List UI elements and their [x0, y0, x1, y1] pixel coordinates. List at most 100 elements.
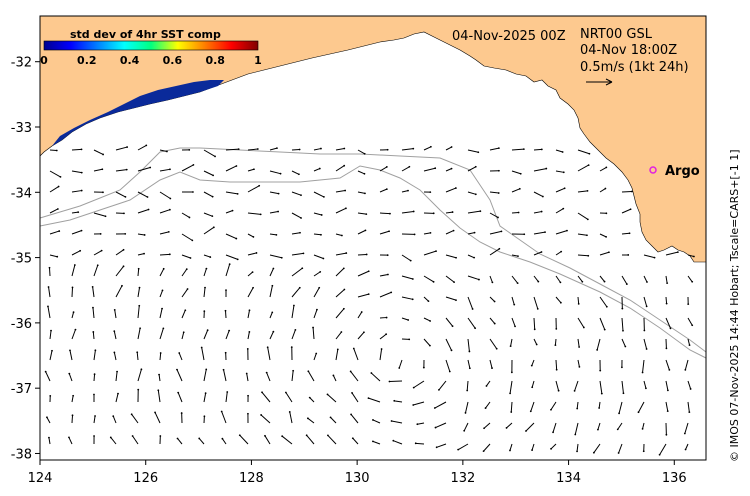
current-vector-head [205, 368, 208, 371]
vector-scale-arrow [586, 78, 613, 86]
current-vector [599, 188, 606, 193]
current-vector-head [427, 300, 430, 303]
current-vector [203, 369, 207, 382]
current-vector-head [517, 255, 519, 258]
current-vector [467, 254, 475, 259]
y-tick-label: -35 [11, 252, 32, 267]
current-vector-head [450, 167, 453, 170]
current-vector-head [493, 300, 496, 303]
current-vector-head [560, 250, 563, 253]
current-vector-head [109, 436, 112, 439]
current-vector-head [299, 231, 301, 234]
current-vector-head [643, 329, 646, 332]
current-vector-head [188, 216, 191, 219]
current-vector-head [271, 311, 274, 314]
current-vector [511, 275, 519, 284]
current-vector-head [102, 191, 104, 194]
current-vector [137, 167, 151, 172]
current-vector-head [438, 388, 440, 391]
current-vector [483, 443, 491, 452]
current-vector-head [625, 283, 628, 285]
current-vector [423, 250, 437, 256]
current-vector-head [596, 349, 599, 351]
current-vector-head [367, 293, 370, 296]
current-vector-head [259, 213, 262, 216]
current-vector-head [540, 251, 543, 253]
current-vector [665, 275, 668, 284]
current-vector-head [577, 303, 580, 305]
current-vector-head [327, 434, 329, 437]
current-vector-head [573, 389, 576, 392]
current-vector-head [559, 301, 562, 304]
current-vector-head [578, 366, 581, 368]
current-vector [201, 347, 205, 361]
current-vector-head [351, 392, 353, 394]
current-vector-head [483, 427, 485, 430]
current-vector-head [411, 278, 414, 280]
current-vector-head [691, 280, 694, 283]
current-vector [466, 380, 469, 391]
current-vector-head [407, 189, 409, 192]
x-tick-label: 130 [345, 471, 370, 486]
current-vector [687, 401, 690, 413]
current-vector-head [279, 172, 282, 175]
current-vector [159, 352, 162, 361]
current-vector-head [80, 229, 83, 232]
current-vector [335, 207, 347, 214]
current-vector-head [479, 210, 482, 213]
current-vector-head [100, 249, 103, 252]
current-vector-head [77, 211, 80, 214]
current-vector [555, 296, 562, 304]
colorbar-tick-label: 1 [254, 54, 262, 67]
current-vector-head [292, 369, 295, 372]
current-vector [489, 230, 502, 235]
current-vector [357, 229, 366, 235]
current-vector [269, 191, 279, 195]
current-vector-head [448, 370, 451, 373]
current-vector [313, 212, 322, 216]
current-vector [357, 270, 369, 277]
current-vector [313, 233, 322, 236]
current-vector-head [622, 392, 625, 395]
current-vector [445, 230, 454, 235]
current-vector [401, 166, 410, 172]
current-vector [467, 191, 476, 195]
current-vector [463, 422, 469, 432]
current-vector-head [514, 325, 516, 328]
current-vector [49, 186, 59, 193]
current-vector-head [101, 168, 104, 171]
current-vector [621, 232, 630, 235]
current-vector-head [495, 347, 498, 350]
current-vector [159, 308, 163, 319]
current-vector [577, 254, 589, 257]
current-vector-head [500, 230, 503, 233]
current-vector-head [665, 347, 668, 350]
current-vector [379, 188, 388, 193]
current-vector [352, 437, 359, 445]
current-vector-head [408, 338, 411, 341]
current-vector-head [308, 396, 311, 399]
current-vector [684, 422, 689, 434]
current-vector [181, 288, 188, 298]
current-vector-head [367, 397, 370, 400]
current-vector [350, 371, 359, 382]
current-vector [291, 252, 304, 256]
current-vector-head [169, 197, 172, 200]
current-vector [438, 380, 447, 391]
current-vector-head [351, 437, 354, 440]
current-vector [401, 296, 413, 300]
current-vector-head [92, 331, 95, 333]
current-vector [533, 251, 542, 256]
current-vector [131, 414, 139, 424]
current-vector-head [363, 172, 366, 175]
current-vector [115, 266, 124, 277]
current-vector-head [557, 389, 560, 392]
current-vector [423, 275, 434, 283]
current-vector-head [112, 415, 115, 417]
current-vector-head [200, 346, 203, 349]
x-tick-label: 132 [450, 471, 475, 486]
current-vector-head [688, 411, 691, 414]
current-vector [269, 285, 273, 298]
current-vector-head [645, 305, 648, 308]
current-vector [417, 422, 425, 425]
